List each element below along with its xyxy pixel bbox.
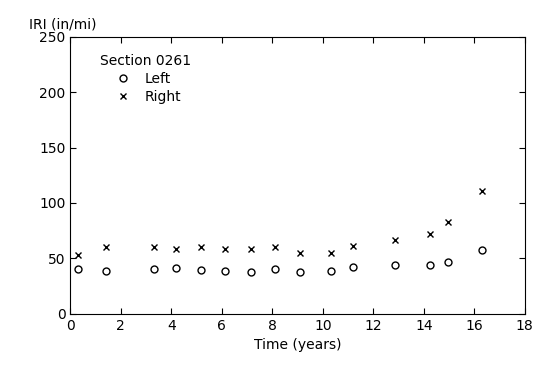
X-axis label: Time (years): Time (years) — [254, 338, 341, 352]
Left — [392, 263, 399, 268]
Right — [173, 247, 179, 252]
Right — [296, 251, 303, 255]
Right — [222, 246, 228, 251]
Left — [103, 269, 109, 273]
Right — [350, 243, 357, 248]
Left — [350, 265, 357, 270]
Line: Left: Left — [75, 246, 486, 275]
Left — [445, 260, 452, 264]
Right — [392, 238, 399, 242]
Left — [248, 269, 254, 274]
Left — [198, 268, 204, 273]
Right — [103, 245, 109, 249]
Left — [427, 263, 433, 267]
Right — [427, 231, 433, 236]
Right — [248, 246, 254, 251]
Right — [479, 189, 486, 193]
Left — [151, 267, 157, 271]
Right — [75, 253, 82, 257]
Left — [173, 266, 179, 270]
Legend: Left, Right: Left, Right — [95, 49, 195, 108]
Left — [296, 269, 303, 274]
Left — [272, 267, 278, 271]
Line: Right: Right — [75, 187, 486, 258]
Right — [272, 245, 278, 249]
Right — [151, 245, 157, 249]
Right — [445, 220, 452, 225]
Right — [328, 251, 335, 255]
Right — [198, 245, 204, 249]
Left — [222, 269, 228, 273]
Left — [479, 248, 486, 252]
Left — [328, 269, 335, 273]
Text: IRI (in/mi): IRI (in/mi) — [29, 17, 97, 31]
Left — [75, 267, 82, 272]
